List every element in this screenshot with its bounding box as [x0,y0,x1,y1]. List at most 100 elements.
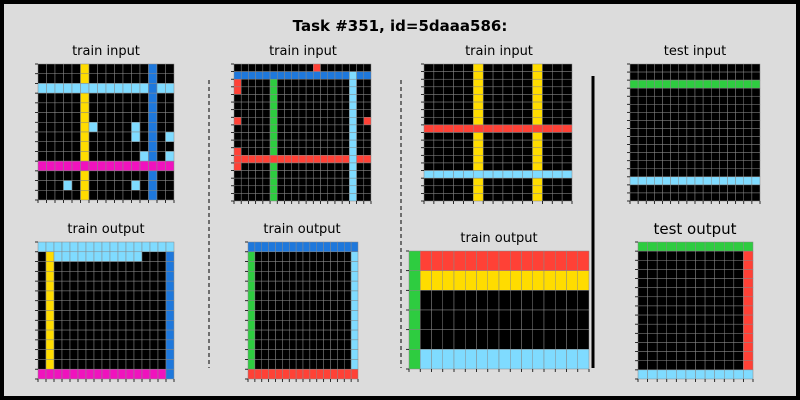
grid-cell [465,250,477,271]
grid-cell [670,152,679,161]
grid-cell [298,147,307,156]
grid-cell [727,87,736,97]
grid-cell [248,94,256,103]
grid-cell [656,351,667,361]
grid-cell [327,86,336,95]
grid-cell [532,86,543,95]
grid-cell [423,101,435,110]
grid-cell [248,109,256,118]
grid-cell [341,86,350,95]
grid-cell [453,155,464,164]
grid-cell [656,369,667,380]
grid-cell [69,290,79,301]
grid-cell [97,160,107,172]
grid-cell [637,152,647,161]
grid-cell [291,185,300,194]
grid-cell [350,261,359,272]
grid-cell [733,287,744,298]
grid-cell [363,78,372,88]
grid-cell [463,101,474,110]
grid-cell [69,251,79,262]
grid-cell [433,155,444,164]
grid-cell [733,241,744,252]
grid-cell [363,86,372,95]
grid-cell [254,310,262,321]
grid-cell [463,109,474,118]
grid-cell [356,101,365,110]
grid-cell [305,177,314,187]
grid-cell [349,170,357,179]
grid-cell [114,102,124,113]
grid-cell [289,320,297,331]
grid-cell [751,104,761,113]
grid-cell [654,192,663,202]
grid-cell [473,63,484,72]
grid-cell [268,329,276,341]
grid-cell [233,185,242,194]
grid-cell [302,359,311,370]
grid-cell [327,117,336,126]
grid-cell [727,160,736,170]
grid-cell [714,260,725,270]
grid-cell [695,314,706,325]
grid-cell [662,192,671,202]
grid-cell [498,309,511,330]
grid-cell [277,162,285,171]
grid-cell [542,63,553,72]
grid-cell [751,63,761,73]
grid-cell [316,300,324,311]
grid-cell [233,193,242,202]
grid-cell [522,101,533,110]
grid-cell [88,73,98,84]
grid-cell [69,368,79,380]
grid-cell [727,71,736,81]
grid-cell [289,368,297,380]
grid-cell [291,193,300,202]
grid-cell [80,131,90,142]
grid-cell [282,280,290,292]
grid-cell [125,261,135,272]
grid-cell [482,139,494,148]
grid-cell [743,369,754,380]
grid-cell [443,86,454,95]
grid-cell [165,131,175,142]
grid-cell [88,180,98,191]
grid-cell [71,73,81,84]
grid-cell [733,323,744,334]
grid-cell [743,278,754,288]
grid-cell [423,124,435,133]
grid-cell [327,162,336,171]
panel-title-train-input-3: train input [465,44,533,59]
grid-cell [686,95,696,105]
grid-cell [157,280,167,292]
grid-cell [327,193,336,202]
grid-cell [61,310,71,321]
grid-cell [349,177,357,187]
grid-cell [686,87,696,97]
grid-cell [637,120,647,129]
grid-cell [714,269,725,279]
grid-cell [268,241,276,253]
grid-cell [561,139,573,148]
grid-cell [63,180,73,191]
grid-cell [156,112,166,123]
grid-cell [323,368,331,380]
dashed-separator-1 [208,80,210,368]
grid-cell [543,309,556,330]
grid-cell [289,261,297,272]
grid-cell [695,250,706,261]
grid-cell [320,170,328,179]
grid-cell [305,94,314,103]
grid-cell [157,329,167,341]
grid-cell [165,180,175,191]
grid-cell [255,94,264,103]
grid-cell [735,128,744,137]
grid-cell [139,151,149,162]
grid-cell [105,92,115,104]
grid-cell [248,170,256,179]
grid-cell [117,349,127,360]
grid-cell [131,160,141,172]
grid-cell [724,241,735,252]
grid-cell [284,147,292,156]
grid-cell [233,170,242,179]
